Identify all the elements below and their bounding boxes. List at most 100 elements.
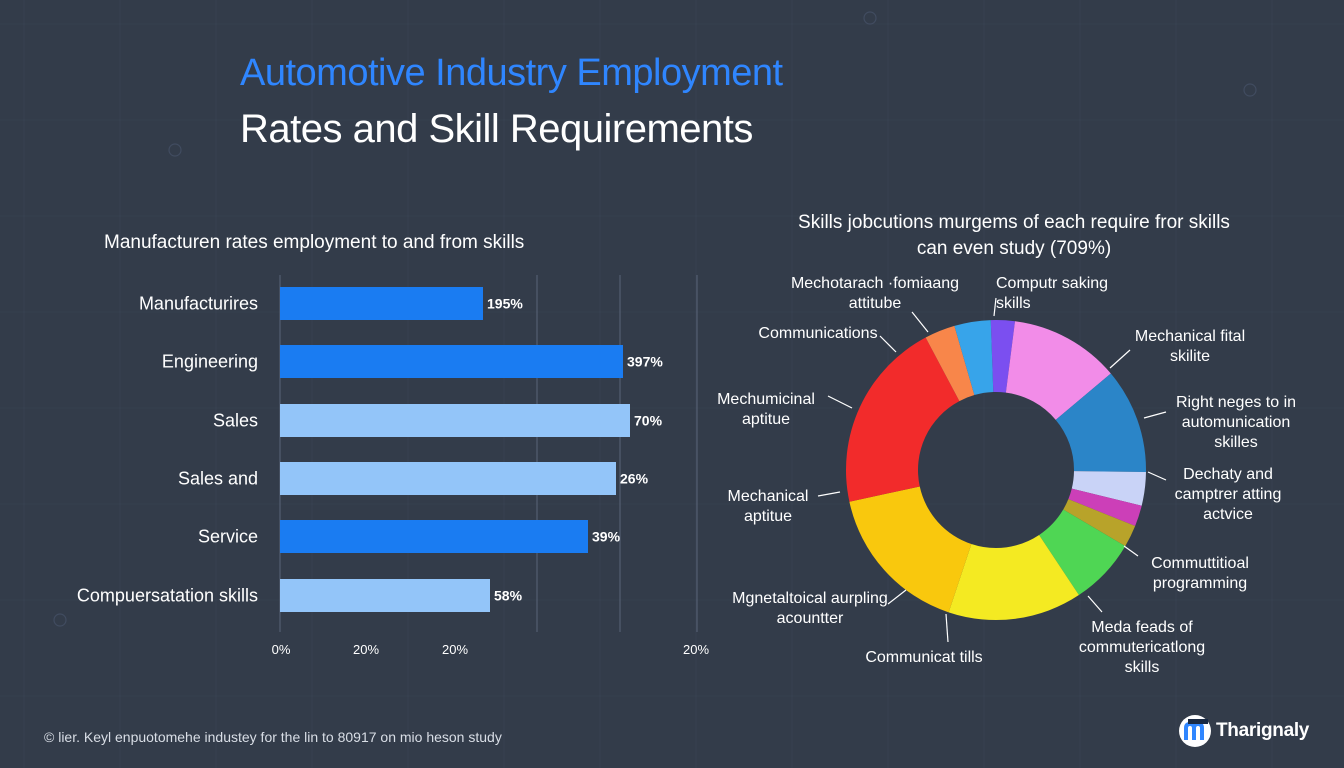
donut-label-line: Right neges to in: [1176, 394, 1296, 411]
donut-slice-5: [1068, 488, 1142, 527]
donut-label-line: Mgnetaltoical aurpling: [732, 590, 888, 607]
donut-slice-3: [1055, 373, 1146, 473]
bar-value-label: 70%: [634, 413, 663, 429]
donut-label-line: Communicat tills: [865, 649, 982, 666]
donut-label-line: Dechaty and: [1183, 466, 1273, 483]
donut-label-line: Mechanical: [728, 488, 809, 505]
bar-category-label: Compuersatation skills: [77, 586, 258, 606]
bar-5: [280, 520, 588, 553]
donut-slice-1: [990, 320, 1016, 393]
donut-slice-label: Right neges to in automunication skilles: [1176, 394, 1296, 451]
page-subtitle: Rates and Skill Requirements: [240, 107, 753, 151]
donut-label-line: commutericatlong: [1079, 639, 1205, 656]
x-tick-label: 20%: [683, 642, 709, 657]
pie-chart-title: Skills jobcutions murgems of each requir…: [740, 210, 1288, 262]
donut-slice-label: Computr saking skills: [996, 275, 1108, 312]
donut-label-line: Meda feads of: [1091, 619, 1193, 636]
x-tick-label: 20%: [353, 642, 379, 657]
leader-line: [817, 491, 841, 497]
bar-value-label: 58%: [494, 588, 523, 604]
donut-label-line: Commuttitioal: [1151, 555, 1249, 572]
leader-line: [1147, 471, 1167, 481]
x-tick-label: 20%: [442, 642, 468, 657]
brand-mark-icon: [1179, 715, 1211, 747]
bar-category-label: Service: [198, 527, 258, 547]
donut-label-line: skilles: [1214, 434, 1258, 451]
donut-label-line: actvice: [1203, 506, 1253, 523]
bar-4: [280, 462, 616, 495]
donut-slice-6: [1063, 499, 1136, 547]
bar-value-label: 26%: [620, 471, 649, 487]
bar-category-label: Sales: [213, 411, 258, 431]
donut-slice-label: Commuttitioal programming: [1151, 555, 1249, 592]
bar-chart: Manufacturires 195% Engineering 397% Sales 70…: [77, 275, 709, 657]
grid-node-icon: [863, 11, 877, 25]
bar-6: [280, 579, 490, 612]
donut-slice-11: [925, 325, 975, 402]
donut-label-line: skilite: [1170, 348, 1210, 365]
bar-1: [280, 287, 483, 320]
brand-name: Tharignaly: [1216, 720, 1310, 741]
grid-node-icon: [168, 143, 182, 157]
leader-line: [1123, 545, 1139, 557]
leader-line: [887, 589, 907, 605]
brand-block: Tharignaly: [1178, 714, 1309, 748]
bar-value-label: 195%: [487, 296, 523, 312]
donut-slice-9: [849, 486, 972, 613]
bar-category-label: Manufacturires: [139, 294, 258, 314]
donut-label-line: Communications: [758, 325, 877, 342]
donut-label-line: skills: [1125, 659, 1160, 676]
bar-3: [280, 404, 630, 437]
pie-title-line-2: can even study (709%): [916, 238, 1112, 259]
leader-line: [993, 297, 997, 317]
grid-node-icon: [1243, 83, 1257, 97]
donut-extra-label: Mechumicinal aptitue: [717, 391, 815, 428]
donut-label-line: Mechumicinal: [717, 391, 815, 408]
donut-label-line: attitube: [849, 295, 902, 312]
leader-line: [827, 395, 853, 409]
leader-line: [911, 311, 929, 333]
donut-label-line: aptitue: [744, 508, 792, 525]
bar-chart-title: Manufacturen rates employment to and fro…: [104, 232, 525, 253]
donut-label-line: acountter: [777, 610, 844, 627]
donut-label-line: automunication: [1182, 414, 1291, 431]
donut-slice-label: Dechaty and camptrer atting actvice: [1175, 466, 1282, 523]
donut-label-line: Computr saking: [996, 275, 1108, 292]
donut-label-line: programming: [1153, 575, 1247, 592]
bar-value-label: 39%: [592, 529, 621, 545]
leader-line: [945, 613, 949, 643]
leader-line: [1087, 595, 1103, 613]
page-title: Automotive Industry Employment: [240, 52, 783, 94]
grid-node-icon: [53, 613, 67, 627]
donut-slice-label: Mechanical aptitue: [728, 488, 809, 525]
bar-value-label: 397%: [627, 354, 663, 370]
donut-chart: Computr saking skills Mechanical fital skil…: [717, 275, 1296, 676]
leader-line: [1109, 349, 1131, 369]
donut-slice-2: [1005, 321, 1111, 420]
donut-slice-7: [1039, 509, 1126, 596]
donut-slice-label: Mechotarach ·fomiaang attitube: [791, 275, 959, 312]
bar-category-label: Sales and: [178, 469, 258, 489]
leader-line: [1143, 411, 1167, 419]
donut-slice-4: [1071, 471, 1146, 506]
donut-label-line: camptrer atting: [1175, 486, 1282, 503]
pie-title-line-1: Skills jobcutions murgems of each requir…: [798, 212, 1230, 233]
x-tick-label: 0%: [272, 642, 291, 657]
donut-slice-label: Meda feads of commutericatlong skills: [1079, 619, 1205, 676]
bar-2: [280, 345, 623, 378]
donut-label-line: Mechotarach ·fomiaang: [791, 275, 959, 292]
bar-category-label: Engineering: [162, 352, 258, 372]
leader-line: [879, 335, 897, 353]
donut-slice-label: Mechanical fital skilite: [1135, 328, 1245, 365]
footer-caption: © lier. Keyl enpuotomehe industey for th…: [44, 729, 502, 745]
donut-label-line: skills: [996, 295, 1031, 312]
donut-slice-label: Communicat tills: [865, 649, 982, 666]
donut-slice-12: [954, 320, 994, 396]
donut-label-line: aptitue: [742, 411, 790, 428]
donut-extra-label: Mgnetaltoical aurpling acountter: [732, 590, 888, 627]
donut-slice-8: [948, 535, 1079, 621]
donut-label-line: Mechanical fital: [1135, 328, 1245, 345]
donut-slice-label: Communications: [758, 325, 877, 342]
donut-slice-10: [846, 337, 960, 502]
